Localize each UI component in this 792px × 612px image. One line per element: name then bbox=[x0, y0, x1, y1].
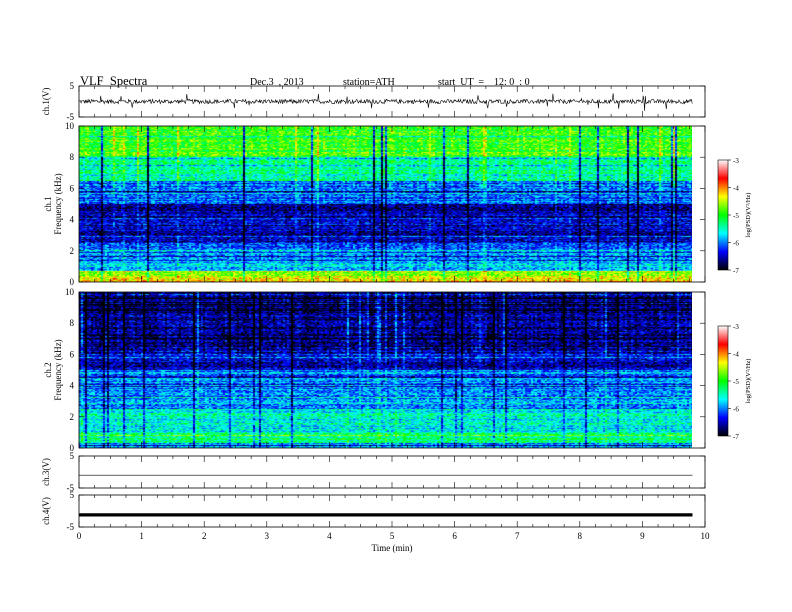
ch1-spectrogram-panel: 0 2 4 6 8 10 ch.1Frequency (kHz) bbox=[43, 121, 706, 287]
y-tick-label: 4 bbox=[70, 381, 75, 391]
y-tick-label: 4 bbox=[70, 215, 75, 225]
colorbar-tick-label: -7 bbox=[733, 433, 739, 441]
y-tick-label: 5 bbox=[70, 490, 75, 500]
ch1-waveform-panel: 5 -5 ch.1(V) bbox=[41, 81, 706, 122]
y-tick-label: 8 bbox=[70, 318, 75, 328]
colorbar-gradient bbox=[717, 325, 729, 437]
y-tick-label: 5 bbox=[70, 451, 75, 461]
colorbar-tick-label: -7 bbox=[733, 267, 739, 275]
colorbar-tick-label: -3 bbox=[733, 157, 739, 165]
y-tick-label: 5 bbox=[70, 81, 75, 91]
x-tick-label: 6 bbox=[452, 531, 457, 541]
x-tick-label: 8 bbox=[578, 531, 583, 541]
ch3-waveform-panel: 5 -5 ch.3(V) bbox=[41, 451, 706, 493]
date-label: Dec.3 , 2013 bbox=[250, 77, 304, 88]
ch1-waveform-line bbox=[78, 93, 693, 111]
colorbar-tick-label: -6 bbox=[733, 240, 739, 248]
y-tick-label: -5 bbox=[67, 112, 75, 122]
y-tick-label: 8 bbox=[70, 152, 75, 162]
colorbar-tick-label: -4 bbox=[733, 185, 739, 193]
y-tick-label: -5 bbox=[67, 522, 75, 532]
x-axis-label: Time (min) bbox=[372, 543, 413, 553]
y-tick-label: 6 bbox=[70, 183, 75, 193]
y-axis-label: ch.3(V) bbox=[41, 458, 51, 486]
colorbar-tick-label: -4 bbox=[733, 351, 739, 359]
colorbar-tick-label: -5 bbox=[733, 212, 739, 220]
colorbar-tick-label: -5 bbox=[733, 378, 739, 386]
y-tick-label: 10 bbox=[65, 287, 75, 297]
x-tick-label: 7 bbox=[515, 531, 520, 541]
y-axis-label: ch.4(V) bbox=[41, 497, 51, 525]
y-axis-label: ch.2Frequency (kHz) bbox=[43, 339, 63, 400]
y-tick-label: 2 bbox=[70, 412, 75, 422]
start-time-label: start UT = 12: 0 : 0 bbox=[438, 77, 530, 88]
x-tick-label: 3 bbox=[265, 531, 270, 541]
figure-title: VLF Spectra bbox=[80, 74, 148, 88]
y-axis-label: ch.1(V) bbox=[41, 88, 51, 116]
y-tick-label: 10 bbox=[65, 121, 75, 131]
colorbar: -3 -4 -5 -6 -7 log(PSD)(V²/Hz) bbox=[717, 157, 752, 275]
x-tick-label: 2 bbox=[202, 531, 207, 541]
y-tick-label: 6 bbox=[70, 349, 75, 359]
ch2-spectrogram-panel: 0 2 4 6 8 10 ch.2Frequency (kHz) bbox=[43, 287, 706, 453]
x-tick-label: 4 bbox=[327, 531, 332, 541]
colorbar-tick-label: -3 bbox=[733, 323, 739, 331]
x-tick-label: 10 bbox=[701, 531, 711, 541]
y-tick-label: 2 bbox=[70, 246, 75, 256]
y-tick-label: 0 bbox=[70, 443, 75, 453]
ch1-spectrogram-image bbox=[79, 126, 692, 282]
y-axis-label: ch.1Frequency (kHz) bbox=[43, 173, 63, 234]
colorbar-label: log(PSD)(V²/Hz) bbox=[745, 193, 752, 238]
colorbar-label: log(PSD)(V²/Hz) bbox=[745, 359, 752, 404]
y-tick-label: -5 bbox=[67, 483, 75, 493]
colorbar: -3 -4 -5 -6 -7 log(PSD)(V²/Hz) bbox=[717, 323, 752, 441]
y-tick-label: 0 bbox=[70, 277, 75, 287]
colorbar-tick-label: -6 bbox=[733, 406, 739, 414]
x-tick-label: 9 bbox=[640, 531, 645, 541]
station-label: station=ATH bbox=[343, 77, 395, 88]
colorbar-gradient bbox=[717, 159, 729, 271]
ch2-spectrogram-image bbox=[79, 292, 692, 448]
x-tick-label: 1 bbox=[139, 531, 144, 541]
ch4-waveform-panel: 5 -5 ch.4(V) bbox=[41, 490, 706, 532]
x-tick-label: 0 bbox=[77, 531, 82, 541]
x-tick-label: 5 bbox=[390, 531, 395, 541]
